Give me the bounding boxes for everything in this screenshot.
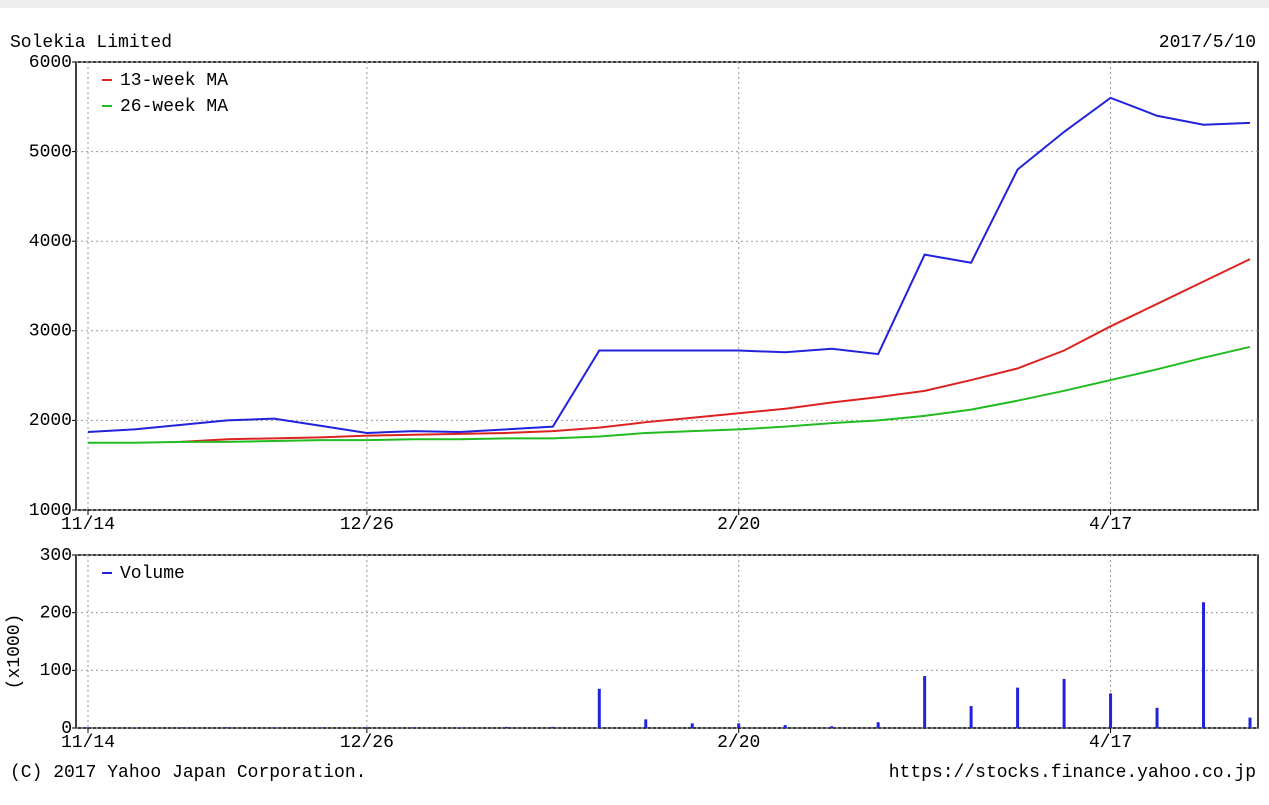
price-line — [88, 345, 1251, 444]
y-tick-label: 300 — [40, 546, 72, 566]
volume-bar — [132, 727, 136, 728]
volume-bar — [690, 723, 694, 728]
y-tick-label: 4000 — [29, 232, 72, 252]
volume-bar — [597, 688, 601, 728]
volume-bar — [1109, 693, 1113, 728]
volume-bar — [318, 727, 322, 728]
volume-bar — [969, 706, 973, 728]
y-tick-label: 2000 — [29, 411, 72, 431]
chart-title: Solekia Limited — [10, 33, 172, 53]
volume-bar — [86, 727, 90, 728]
x-tick-label: 2/20 — [717, 515, 760, 535]
volume-bar — [365, 727, 369, 728]
volume-bar — [504, 726, 508, 728]
y-axis-label: (x1000) — [5, 614, 25, 690]
x-tick-label: 4/17 — [1089, 733, 1132, 753]
chart-date: 2017/5/10 — [1159, 33, 1256, 53]
price-line — [87, 96, 1251, 434]
x-tick-label: 11/14 — [61, 733, 115, 753]
volume-bar — [411, 727, 415, 728]
volume-bar — [1062, 678, 1066, 728]
price-line — [180, 258, 1251, 443]
volume-bar — [272, 727, 276, 728]
volume-bar — [876, 722, 880, 728]
volume-bar — [923, 676, 927, 728]
volume-bar — [225, 727, 229, 728]
legend-label: 13-week MA — [120, 71, 228, 91]
copyright: (C) 2017 Yahoo Japan Corporation. — [10, 763, 366, 783]
volume-bar — [551, 726, 555, 728]
x-tick-label: 4/17 — [1089, 515, 1132, 535]
volume-bar — [644, 719, 648, 728]
volume-bar — [1016, 687, 1020, 728]
volume-bar — [458, 727, 462, 728]
y-tick-label: 5000 — [29, 142, 72, 162]
legend-label: 26-week MA — [120, 97, 228, 117]
y-tick-label: 3000 — [29, 322, 72, 342]
volume-bar — [737, 723, 741, 728]
x-tick-label: 2/20 — [717, 733, 760, 753]
source-url: https://stocks.finance.yahoo.co.jp — [889, 763, 1256, 783]
y-tick-label: 0 — [61, 719, 72, 739]
x-tick-label: 12/26 — [340, 733, 394, 753]
y-tick-label: 6000 — [29, 53, 72, 73]
plot-area — [75, 554, 1259, 729]
volume-bar — [830, 726, 834, 728]
x-tick-label: 12/26 — [340, 515, 394, 535]
top-band — [0, 0, 1269, 8]
volume-bar — [1155, 707, 1159, 728]
y-tick-label: 200 — [40, 603, 72, 623]
volume-bar — [1202, 602, 1206, 728]
x-tick-label: 11/14 — [61, 515, 115, 535]
legend-label: Volume — [120, 564, 185, 584]
volume-bar — [179, 727, 183, 728]
plot-area — [75, 61, 1259, 511]
y-tick-label: 100 — [40, 661, 72, 681]
y-tick-label: 1000 — [29, 501, 72, 521]
volume-bar — [1248, 717, 1252, 728]
volume-bar — [783, 725, 787, 728]
